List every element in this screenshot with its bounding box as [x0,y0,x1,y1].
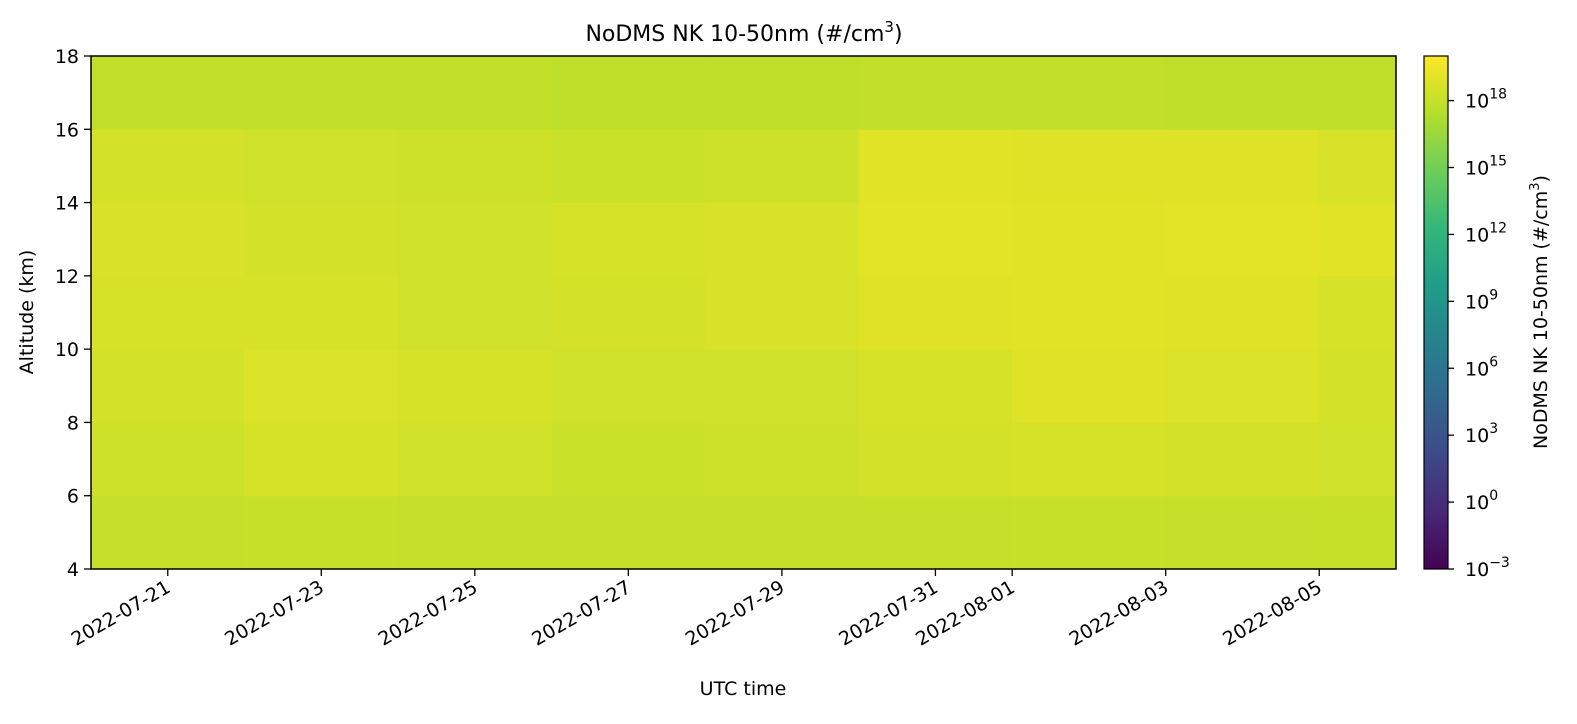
chart-title: NoDMS NK 10-50nm (#/cm3) [585,18,902,47]
heatmap-cell [1165,129,1320,204]
heatmap-cell [398,56,553,130]
heatmap-cell [91,129,246,204]
heatmap-cell [1165,349,1320,424]
heatmap-cell [1165,56,1320,130]
colorbar-tick-label: 106 [1465,354,1498,380]
heatmap-cell [1319,56,1397,130]
heatmap-cell [244,349,399,424]
heatmap-cell [1012,422,1167,497]
colorbar-label: NoDMS NK 10-50nm (#/cm3) [1528,175,1552,449]
heatmap-cell [1319,422,1397,497]
x-tick-label: 2022-07-27 [528,576,635,650]
heatmap-cell [1319,495,1397,570]
y-tick-label: 16 [55,119,79,141]
plot-frame [90,55,1397,570]
colorbar-tick-label: 10−3 [1465,555,1510,581]
heatmap-cell [398,202,553,277]
heatmap-cell [1165,275,1320,350]
heatmap-cell [398,422,553,497]
heatmap-cell [705,202,860,277]
heatmap-cell [858,129,1013,204]
heatmap-cells [91,56,1397,570]
heatmap-cell [398,495,553,570]
heatmap-cell [858,495,1013,570]
colorbar [1423,55,1449,570]
heatmap-cell [244,275,399,350]
y-tick-label: 14 [55,193,79,215]
heatmap-cell [1165,495,1320,570]
heatmap-cell [1319,349,1397,424]
heatmap-cell [1319,202,1397,277]
heatmap-cell [244,129,399,204]
heatmap-cell [858,202,1013,277]
heatmap-cell [705,422,860,497]
x-axis-label: UTC time [700,678,787,700]
y-tick-label: 8 [67,412,79,434]
heatmap-cell [858,349,1013,424]
y-axis-label: Altitude (km) [16,250,38,375]
x-tick-label: 2022-08-03 [1066,576,1173,650]
heatmap-cell [705,129,860,204]
heatmap-cell [91,495,246,570]
heatmap-cell [1012,129,1167,204]
heatmap-cell [1012,202,1167,277]
heatmap-cell [1165,202,1320,277]
heatmap-cell [858,275,1013,350]
heatmap-cell [1012,56,1167,130]
x-tick-label: 2022-07-25 [375,576,482,650]
heatmap-cell [705,56,860,130]
heatmap-cell [551,202,706,277]
x-tick-label: 2022-07-21 [68,576,175,650]
colorbar-tick-label: 1012 [1465,220,1507,246]
heatmap-cell [1319,275,1397,350]
heatmap-cell [551,422,706,497]
y-axis-ticks: 4 6 8 10 12 14 16 18 [55,46,91,581]
colorbar-tick-label: 100 [1465,488,1498,514]
heatmap-cell [551,495,706,570]
heatmap-cell [858,422,1013,497]
heatmap-cell [244,495,399,570]
y-tick-label: 4 [67,559,79,581]
heatmap-cell [551,129,706,204]
colorbar-tick-label: 1015 [1465,154,1507,180]
heatmap-cell [398,349,553,424]
heatmap-cell [1012,349,1167,424]
heatmap-cell [1165,422,1320,497]
heatmap-cell [551,56,706,130]
y-tick-label: 6 [67,486,79,508]
heatmap-cell [551,349,706,424]
heatmap-cell [705,275,860,350]
heatmap-cell [244,422,399,497]
heatmap-cell [858,56,1013,130]
heatmap-cell [705,349,860,424]
colorbar-tick-label: 1018 [1465,87,1507,113]
y-tick-label: 10 [55,339,79,361]
colorbar-ticks: 10−3 100 103 106 109 1012 1015 1018 [1448,87,1510,581]
heatmap-cell [91,56,246,130]
heatmap-cell [1012,275,1167,350]
heatmap-cell [244,56,399,130]
heatmap-cell [551,275,706,350]
heatmap-cell [91,275,246,350]
x-axis-ticks: 2022-07-21 2022-07-23 2022-07-25 2022-07-27… [68,569,1326,651]
heatmap-cell [1012,495,1167,570]
x-tick-label: 2022-07-23 [221,576,328,650]
heatmap-cell [1319,129,1397,204]
y-tick-label: 18 [55,46,79,68]
heatmap-cell [91,422,246,497]
heatmap-cell [705,495,860,570]
heatmap-cell [398,129,553,204]
colorbar-tick-label: 103 [1465,421,1498,447]
heatmap-cell [244,202,399,277]
colorbar-tick-label: 109 [1465,287,1498,313]
x-tick-label: 2022-07-29 [682,576,789,650]
heatmap-cell [91,349,246,424]
y-tick-label: 12 [55,266,79,288]
x-tick-label: 2022-08-05 [1219,576,1326,650]
heatmap-cell [91,202,246,277]
heatmap-cell [398,275,553,350]
